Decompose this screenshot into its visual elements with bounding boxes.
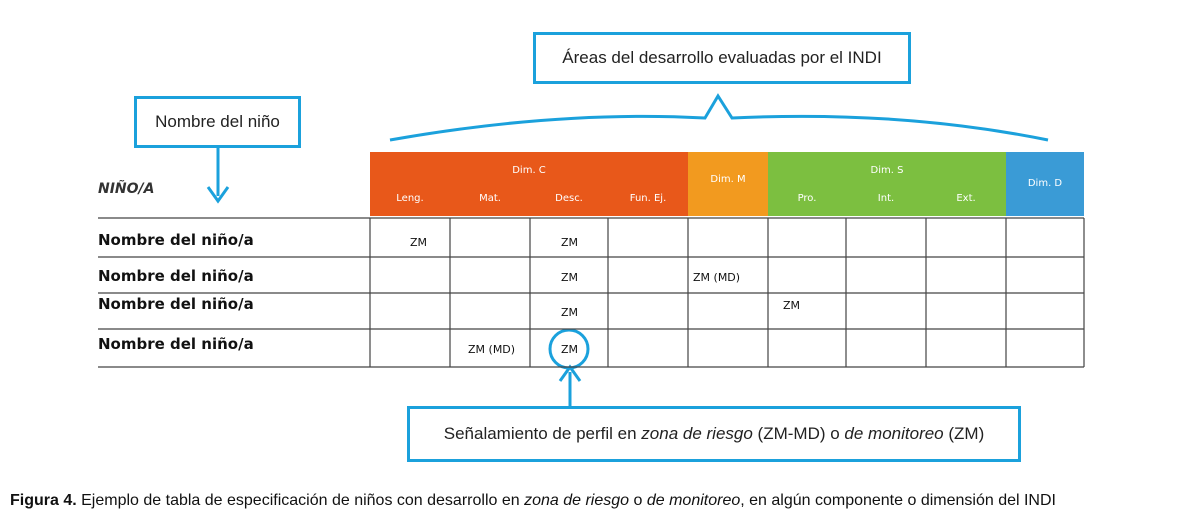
row-name-1: Nombre del niño/a [98, 231, 254, 249]
subheader-leng: Leng. [396, 193, 424, 204]
cell-r1-desc: ZM [561, 236, 579, 249]
nombre-callout-text: Nombre del niño [155, 112, 280, 131]
cell-r4-desc: ZM [561, 343, 579, 356]
dim-m-header [688, 152, 768, 216]
cell-r4-mat: ZM (MD) [468, 343, 516, 356]
subheader-int: Int. [877, 193, 895, 204]
subheader-fun-ej: Fun. Ej. [629, 193, 667, 204]
cell-r2-dim-m: ZM (MD) [693, 271, 741, 284]
dim-c-label: Dim. C [512, 165, 546, 176]
subheader-pro: Pro. [797, 193, 817, 204]
cell-r2-desc: ZM [561, 271, 579, 284]
dim-d-label: Dim. D [1027, 178, 1063, 189]
subheader-desc: Desc. [555, 193, 583, 204]
dim-s-header [768, 152, 1006, 216]
dim-s-label: Dim. S [870, 165, 904, 176]
dim-m-label: Dim. M [710, 174, 746, 185]
dim-d-header [1006, 152, 1084, 216]
cell-r3-desc: ZM [561, 306, 579, 319]
nombre-callout: Nombre del niño [134, 96, 301, 148]
subheader-ext: Ext. [956, 193, 976, 204]
cell-r3-pro: ZM [783, 299, 801, 312]
row-name-3: Nombre del niño/a [98, 295, 254, 313]
cell-r1-leng: ZM [410, 236, 428, 249]
areas-callout-text: Áreas del desarrollo evaluadas por el IN… [562, 48, 882, 67]
senalamiento-callout: Señalamiento de perfil en zona de riesgo… [407, 406, 1021, 462]
row-name-2: Nombre del niño/a [98, 267, 254, 285]
figure-caption: Figura 4. Ejemplo de tabla de especifica… [10, 492, 1056, 509]
nino-header: NIÑO/A [98, 181, 155, 197]
subheader-mat: Mat. [479, 193, 501, 204]
senalamiento-callout-text: Señalamiento de perfil en zona de riesgo… [443, 424, 985, 443]
dim-c-header [370, 152, 688, 216]
areas-callout: Áreas del desarrollo evaluadas por el IN… [533, 32, 911, 84]
row-name-4: Nombre del niño/a [98, 335, 254, 353]
